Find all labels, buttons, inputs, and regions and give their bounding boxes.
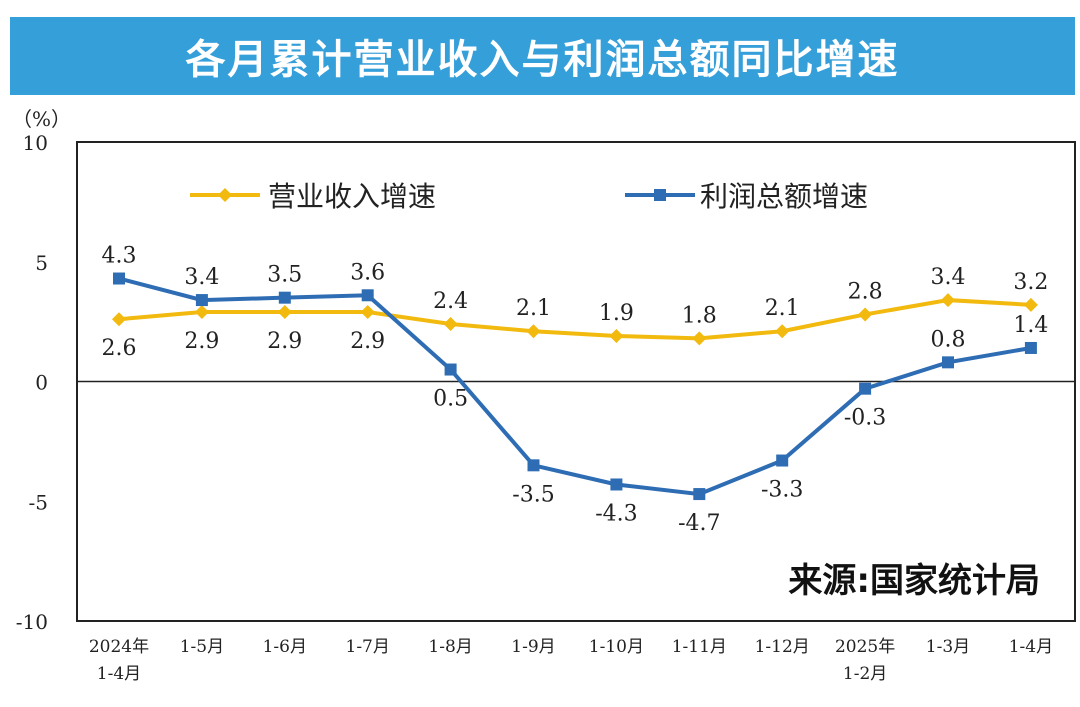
data-label: 2.1	[765, 296, 800, 321]
x-tick-label: 1-2月	[843, 664, 887, 684]
data-label: -3.3	[761, 478, 803, 503]
data-label: 2.4	[433, 289, 468, 314]
legend-label: 营业收入增速	[268, 180, 436, 213]
data-label: 2.9	[267, 329, 302, 354]
data-point-diamond	[692, 331, 707, 346]
data-label: 2.9	[350, 329, 385, 354]
x-tick-label: 1-4月	[97, 664, 141, 684]
x-tick-label: 1-3月	[926, 637, 970, 657]
data-label: -0.3	[844, 406, 886, 431]
data-point-square	[113, 272, 125, 285]
x-tick-label: 1-4月	[1009, 637, 1053, 657]
data-point-diamond	[277, 305, 292, 320]
data-point-diamond	[775, 324, 790, 339]
data-label: 2.9	[184, 329, 219, 354]
data-label: 3.4	[931, 265, 966, 290]
data-label: 2.8	[848, 279, 883, 304]
data-label: 3.6	[350, 260, 385, 285]
data-point-diamond	[1023, 297, 1038, 312]
x-tick-label: 1-9月	[511, 637, 555, 657]
data-point-square	[361, 289, 374, 302]
y-tick-label: 5	[35, 251, 48, 275]
data-label: 3.2	[1013, 270, 1048, 295]
data-point-square	[444, 363, 457, 376]
x-tick-label: 1-7月	[346, 637, 390, 657]
data-point-diamond	[609, 328, 624, 343]
y-tick-label: 10	[23, 131, 48, 155]
data-point-diamond	[360, 305, 375, 320]
data-label: 4.3	[102, 244, 137, 269]
data-point-diamond	[112, 312, 126, 327]
source-note: 来源:国家统计局	[788, 561, 1040, 601]
data-label: 3.5	[267, 263, 302, 288]
x-tick-label: 1-10月	[589, 637, 644, 657]
x-tick-label: 2024年	[89, 637, 149, 657]
data-point-square	[195, 294, 208, 307]
legend-marker-square	[654, 189, 666, 201]
x-tick-label: 1-5月	[180, 637, 224, 657]
data-point-square	[776, 454, 789, 467]
data-label: 0.5	[433, 387, 468, 412]
data-point-square	[942, 356, 954, 369]
data-point-square	[527, 459, 540, 472]
x-tick-label: 1-12月	[755, 637, 810, 657]
data-label: 3.4	[184, 265, 219, 290]
y-tick-label: -5	[29, 490, 48, 514]
legend-marker-diamond	[218, 188, 232, 202]
data-point-square	[278, 291, 291, 304]
data-label: 1.9	[599, 301, 634, 326]
x-tick-label: 1-8月	[428, 637, 472, 657]
x-tick-label: 2025年	[835, 637, 895, 657]
data-label: 0.8	[931, 327, 966, 352]
data-label: 2.6	[102, 336, 137, 361]
data-point-square	[610, 478, 623, 491]
y-tick-label: -10	[16, 610, 48, 634]
data-point-square	[859, 382, 872, 395]
data-label: 2.1	[516, 296, 551, 321]
x-tick-label: 1-6月	[263, 637, 307, 657]
data-point-square	[693, 488, 706, 501]
data-point-diamond	[941, 293, 955, 308]
y-tick-label: 0	[35, 371, 48, 395]
series-line-revenue	[118, 298, 1032, 341]
data-point-diamond	[526, 324, 541, 339]
y-axis-label: （%）	[12, 107, 71, 131]
data-point-diamond	[858, 307, 873, 322]
data-label: -4.3	[595, 501, 637, 526]
data-label: -4.7	[678, 511, 720, 536]
data-label: 1.8	[682, 303, 717, 328]
data-point-diamond	[443, 317, 458, 332]
data-point-diamond	[194, 305, 209, 320]
legend-label: 利润总额增速	[700, 180, 868, 213]
x-tick-label: 1-11月	[672, 637, 727, 657]
chart-title: 各月累计营业收入与利润总额同比增速	[10, 17, 1075, 95]
series-line-profit	[118, 276, 1032, 497]
data-point-square	[1024, 341, 1037, 354]
data-label: -3.5	[512, 482, 554, 507]
data-label: 1.4	[1013, 313, 1048, 338]
